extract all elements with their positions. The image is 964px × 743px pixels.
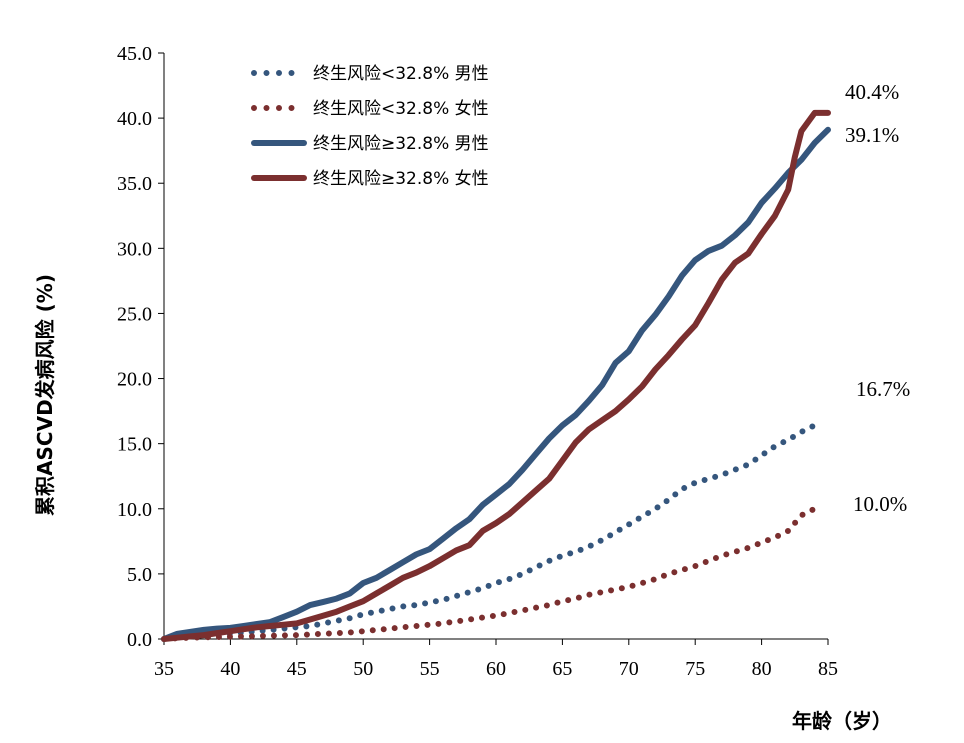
end-label-solid-male: 39.1%	[845, 123, 899, 147]
x-tick-label: 50	[353, 658, 373, 680]
y-tick-label: 45.0	[117, 43, 152, 65]
series-line-solid-female	[161, 109, 831, 642]
axes: 0.0 5.0 10.0 15.0 20.0 25.0 30.0 35.0 40.0 45.0 35…	[117, 43, 838, 680]
x-tick-label: 55	[420, 658, 440, 680]
legend-label-dotted-female: 终生风险<32.8% 女性	[313, 99, 489, 119]
end-labels: 16.7% 10.0% 39.1% 40.4%	[845, 80, 910, 516]
y-tick-label: 25.0	[117, 303, 152, 325]
y-tick-label: 20.0	[117, 369, 152, 391]
legend-label-solid-female: 终生风险≥32.8% 女性	[313, 169, 489, 189]
series-line-dotted-male	[161, 422, 818, 642]
x-tick-label: 65	[552, 658, 572, 680]
end-label-dotted-male: 16.7%	[856, 377, 910, 401]
y-tick-label: 0.0	[127, 629, 152, 651]
y-tick-label: 15.0	[117, 434, 152, 456]
series-line-dotted-female	[161, 505, 818, 642]
x-tick-label: 85	[818, 658, 838, 680]
end-label-solid-female: 40.4%	[845, 80, 899, 104]
legend-label-solid-male: 终生风险≥32.8% 男性	[313, 134, 489, 154]
x-tick-label: 40	[220, 658, 240, 680]
y-tick-label: 10.0	[117, 499, 152, 521]
series-layer	[161, 109, 831, 642]
end-label-dotted-female: 10.0%	[853, 492, 907, 516]
legend-label-dotted-male: 终生风险<32.8% 男性	[313, 64, 489, 84]
y-tick-label: 30.0	[117, 238, 152, 260]
x-tick-label: 70	[619, 658, 639, 680]
y-tick-label: 5.0	[127, 564, 152, 586]
x-tick-label: 60	[486, 658, 506, 680]
y-axis-title: 累积ASCVD发病风险 (%)	[33, 274, 57, 516]
y-tick-label: 40.0	[117, 108, 152, 130]
x-tick-label: 75	[685, 658, 705, 680]
series-line-solid-male	[161, 126, 831, 642]
x-tick-label: 80	[752, 658, 772, 680]
x-axis-title: 年龄（岁）	[792, 709, 892, 733]
x-tick-label: 35	[154, 658, 174, 680]
y-tick-label: 35.0	[117, 173, 152, 195]
x-tick-label: 45	[287, 658, 307, 680]
